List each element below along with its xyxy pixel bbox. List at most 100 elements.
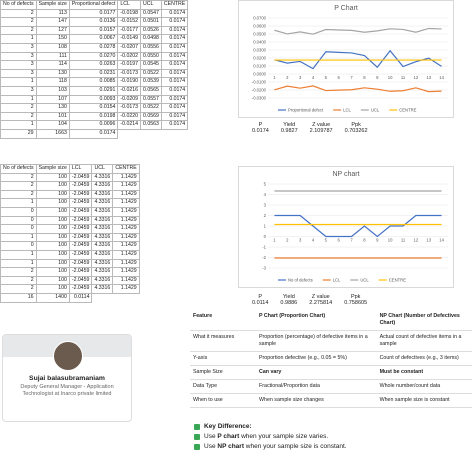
cell: 0.0522 (140, 103, 162, 113)
series-line (274, 27, 442, 35)
cell: 0.0198 (68, 111, 119, 122)
profile-name: Sujai balasubramaniam (29, 375, 105, 382)
cell: 0.0174 (160, 8, 189, 19)
header-cell: UCL (91, 164, 114, 174)
cell: 0.0093 (68, 94, 119, 105)
data-row: 1 100 -2.0459 4.3316 1.1429 (0, 232, 140, 243)
key-item: Use P chart when your sample size varies… (194, 433, 347, 440)
cell: 1.1429 (112, 224, 140, 234)
total-row: 29 1663 0.0174 (0, 128, 188, 139)
y-tick-label: 5 (264, 182, 267, 187)
cell: 0.0539 (140, 77, 162, 87)
y-tick-label: -0.0200 (252, 88, 267, 93)
cell: 0.0263 (68, 60, 119, 70)
cell: 130 (35, 103, 70, 113)
cell: 0.0174 (160, 51, 189, 62)
header-cell: Sample size (35, 0, 70, 10)
y-tick-label: 0.0600 (253, 24, 266, 29)
cell: 1.1429 (112, 275, 140, 286)
cell: -0.0207 (117, 42, 141, 53)
cell: 0.0522 (140, 68, 162, 79)
x-tick-label: 12 (414, 238, 419, 243)
comparison-cell: Proportion (percentage) of defective ite… (256, 330, 377, 352)
cell: 1 (0, 232, 37, 243)
stats-cell: Z value (311, 294, 330, 300)
cell: 1.1429 (112, 241, 140, 251)
comparison-cell: Sample Size (190, 365, 256, 380)
cell: 0.0085 (68, 77, 119, 87)
total-cell: 29 (0, 128, 37, 139)
cell: 4.3316 (91, 181, 114, 191)
cell: 4.3316 (91, 267, 114, 277)
cell: 0.0174 (160, 42, 189, 53)
cell: 4.3316 (91, 224, 114, 234)
cell: 0.0563 (140, 120, 162, 130)
cell: 0.0177 (68, 8, 119, 19)
cell: 2 (0, 111, 37, 122)
total-row: 16 1400 0.0114 (0, 292, 140, 303)
cell: 1 (0, 249, 37, 260)
comparison-cell: When sample size changes (256, 393, 377, 408)
x-tick-label: 1 (273, 238, 276, 243)
series-line (274, 85, 442, 93)
header-row: No of defects Sample size Proportional def… (0, 0, 189, 10)
x-tick-label: 7 (350, 75, 353, 80)
key-text: Use (204, 443, 218, 450)
cell: 100 (35, 224, 70, 234)
cell: 2 (0, 172, 37, 183)
data-row: 1 100 -2.0459 4.3316 1.1429 (0, 249, 140, 260)
stats-table: P Yield Z value Ppk 0.0174 0.9827 2.109787 0.70… (246, 122, 374, 134)
header-cell: Sample size (35, 164, 70, 174)
header-cell: LCL (68, 164, 93, 174)
cell: 0.0157 (68, 25, 119, 36)
stats-cell: 0.703262 (344, 128, 368, 134)
stats-cell: P (258, 294, 263, 300)
data-row: 1 104 0.0096 -0.0214 0.0563 0.0174 (0, 120, 189, 130)
x-tick-label: 13 (426, 238, 431, 243)
sheet-body: No of defects Sample size LCL UCL CENTRE 2 100… (0, 164, 140, 303)
y-tick-label: -0.0300 (252, 96, 267, 101)
stats-cell: Yield (283, 122, 296, 128)
cell: 0.0547 (140, 8, 162, 19)
legend-label: CENTRE (399, 108, 416, 113)
y-tick-label: -0.0100 (252, 80, 267, 85)
x-tick-label: 10 (388, 75, 393, 80)
comparison-cell: Whole number/count data (376, 379, 472, 394)
cell: 3 (0, 68, 37, 79)
data-row: 3 103 0.0291 -0.0216 0.0565 0.0174 (0, 85, 189, 96)
cell: 113 (35, 8, 70, 19)
cell: 108 (35, 42, 70, 53)
cell: 0.0174 (160, 34, 189, 44)
y-tick-label: 0.0400 (253, 40, 266, 45)
data-row: 3 130 0.0231 -0.0173 0.0522 0.0174 (0, 68, 189, 79)
x-tick-label: 9 (376, 238, 379, 243)
cell: -0.0209 (117, 94, 141, 105)
data-row: 2 113 0.0177 -0.0198 0.0547 0.0174 (0, 8, 189, 19)
cell: 0.0498 (140, 34, 162, 44)
cell: 0.0550 (140, 51, 162, 62)
comparison-cell: Fractional/Proportion data (256, 379, 377, 394)
cell: 100 (35, 267, 70, 277)
stats-cell: Yield (282, 294, 295, 300)
comparison-head-cell: P Chart (Proportion Chart) (256, 310, 377, 331)
y-tick-label: 0.0700 (253, 16, 266, 21)
cell: 100 (35, 232, 70, 243)
stats-cell: 2.109787 (309, 128, 333, 134)
x-tick-label: 4 (312, 75, 315, 80)
cell: 100 (35, 198, 70, 208)
cell: 1.1429 (112, 258, 140, 269)
cell: 100 (35, 249, 70, 260)
cell: 0.0270 (68, 51, 119, 62)
data-row: 0 100 -2.0459 4.3316 1.1429 (0, 215, 140, 226)
header-cell: LCL (117, 0, 141, 10)
cell: 0.0174 (160, 68, 189, 79)
chart-title: NP chart (332, 171, 359, 178)
cell: 100 (35, 206, 70, 217)
legend-label: UCL (371, 108, 380, 113)
key-text: Use (204, 433, 218, 440)
cell: 1.1429 (112, 189, 140, 200)
x-tick-label: 1 (273, 75, 276, 80)
cell: 127 (35, 25, 70, 36)
cell: 2 (0, 284, 37, 294)
